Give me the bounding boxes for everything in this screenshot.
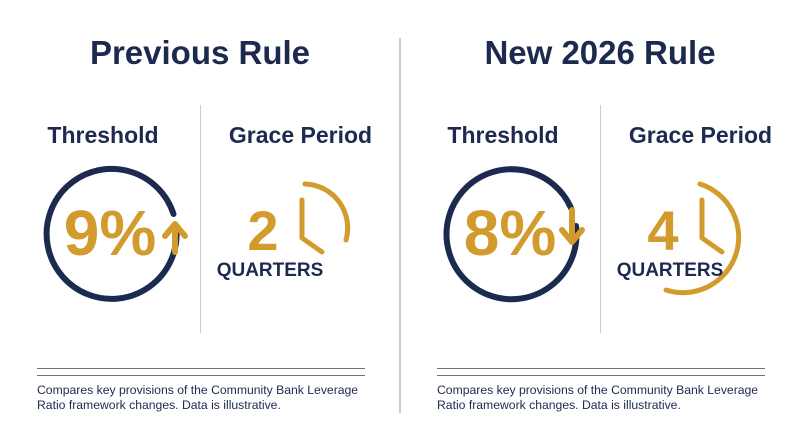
grace-period-value: 4: [647, 199, 678, 262]
arrow-down-icon: [559, 207, 585, 245]
panel-divider: [200, 105, 202, 333]
grace-period-label: Grace Period: [628, 122, 773, 148]
threshold-label: Threshold: [447, 122, 559, 148]
panel-divider: [600, 105, 602, 333]
grace-period-unit: QUARTERS: [217, 260, 324, 281]
caption-rule: [37, 368, 365, 376]
panel-title: Previous Rule: [89, 34, 311, 71]
grace-period-label: Grace Period: [228, 122, 373, 148]
grace-period-value: 2: [247, 199, 278, 262]
metrics-graphic: 8% 4 QUARTERS: [443, 166, 742, 303]
threshold-label: Threshold: [47, 122, 159, 148]
arrow-up-icon: [162, 221, 188, 255]
threshold-value: 9%: [64, 197, 157, 269]
caption-text: Compares key provisions of the Community…: [37, 383, 359, 412]
new-rule-panel: New 2026 Rule Threshold Grace Period 8% …: [400, 0, 800, 447]
clock-icon: [663, 181, 742, 296]
threshold-ring: [43, 165, 180, 302]
threshold-value: 8%: [464, 197, 557, 269]
previous-rule-panel: Previous Rule Threshold Grace Period 9% …: [37, 34, 373, 412]
grace-period-unit: QUARTERS: [617, 260, 724, 281]
threshold-ring: [443, 166, 580, 303]
caption-text: Compares key provisions of the Community…: [437, 383, 759, 412]
caption-rule: [437, 368, 765, 376]
clock-icon: [299, 181, 351, 255]
metrics-graphic: 9% 2 QUARTERS: [43, 165, 351, 302]
center-divider: [399, 38, 401, 413]
panel-title: New 2026 Rule: [484, 34, 716, 71]
